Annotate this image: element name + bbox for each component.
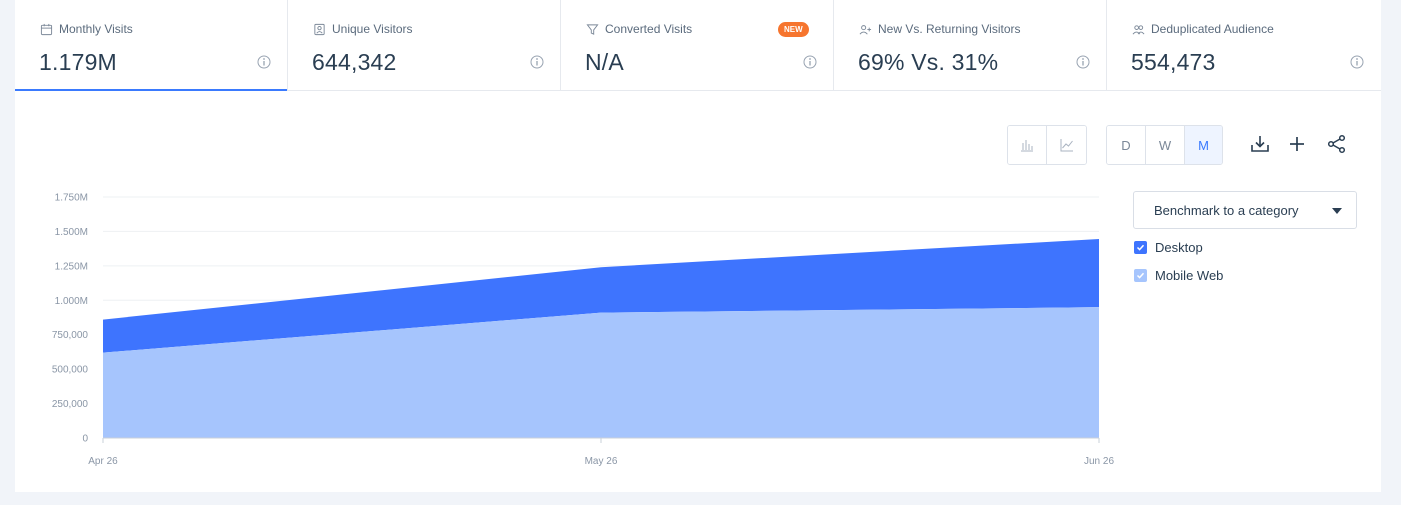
weekly-button[interactable]: W	[1146, 126, 1185, 164]
y-tick-label: 500,000	[52, 365, 89, 376]
metric-value: 554,473	[1131, 49, 1216, 75]
metric-title: Converted Visits	[586, 22, 692, 36]
y-tick-label: 1.750M	[55, 193, 88, 204]
checkbox-checked-icon	[1134, 269, 1147, 282]
info-icon[interactable]	[1350, 55, 1364, 69]
daily-button[interactable]: D	[1107, 126, 1146, 164]
metric-title-label: Unique Visitors	[332, 22, 413, 36]
traffic-widget: Monthly Visits 1.179M Unique Visitors 64…	[15, 0, 1381, 492]
granularity-toggle: D W M	[1106, 125, 1223, 165]
metric-monthly-visits[interactable]: Monthly Visits 1.179M	[15, 0, 288, 91]
series-area-desktop	[103, 239, 1099, 353]
benchmark-label: Benchmark to a category	[1154, 203, 1299, 218]
metric-title-label: Monthly Visits	[59, 22, 133, 36]
x-tick-label: May 26	[585, 456, 618, 467]
line-chart-icon	[1060, 139, 1073, 152]
info-icon[interactable]	[257, 55, 271, 69]
x-tick-label: Apr 26	[88, 456, 118, 467]
download-icon[interactable]	[1249, 133, 1271, 155]
y-tick-label: 1.000M	[55, 296, 88, 307]
metric-title: Deduplicated Audience	[1132, 22, 1274, 36]
legend-item-desktop[interactable]: Desktop	[1134, 240, 1203, 255]
info-icon[interactable]	[803, 55, 817, 69]
bar-chart-button[interactable]	[1008, 126, 1047, 164]
legend-item-mobile-web[interactable]: Mobile Web	[1134, 268, 1223, 283]
metric-title-label: Converted Visits	[605, 22, 693, 36]
metric-value: N/A	[585, 49, 624, 75]
users-icon	[1132, 24, 1145, 34]
line-chart-button[interactable]	[1047, 126, 1086, 164]
metric-title: New Vs. Returning Visitors	[859, 22, 1021, 36]
benchmark-dropdown[interactable]: Benchmark to a category	[1133, 191, 1357, 229]
y-tick-label: 750,000	[52, 330, 89, 341]
info-icon[interactable]	[530, 55, 544, 69]
legend-label: Desktop	[1155, 240, 1203, 255]
metric-title-label: New Vs. Returning Visitors	[878, 22, 1021, 36]
caret-down-icon	[1332, 208, 1342, 214]
new-badge: NEW	[778, 22, 809, 37]
metric-value: 69% Vs. 31%	[858, 49, 999, 75]
share-icon[interactable]	[1326, 133, 1348, 155]
metrics-bar: Monthly Visits 1.179M Unique Visitors 64…	[15, 0, 1381, 91]
y-tick-label: 1.500M	[55, 227, 88, 238]
user-plus-icon	[859, 24, 872, 34]
area-chart: 0 250,000 500,000 750,000 1.000M 1.250M 1.500M…	[52, 193, 1115, 468]
id-card-icon	[314, 23, 325, 35]
metric-title: Monthly Visits	[40, 22, 133, 36]
chart-type-toggle	[1007, 125, 1087, 165]
monthly-button[interactable]: M	[1185, 126, 1222, 164]
y-tick-label: 0	[82, 434, 88, 445]
y-tick-label: 250,000	[52, 399, 89, 410]
metric-title-label: Deduplicated Audience	[1151, 22, 1274, 36]
metric-unique-visitors[interactable]: Unique Visitors 644,342	[288, 0, 561, 90]
legend-label: Mobile Web	[1155, 268, 1224, 283]
metric-deduplicated-audience[interactable]: Deduplicated Audience 554,473	[1107, 0, 1380, 90]
x-tick-label: Jun 26	[1084, 456, 1114, 467]
metric-title: Unique Visitors	[313, 22, 412, 36]
metric-value: 1.179M	[39, 49, 117, 75]
calendar-icon	[40, 23, 53, 35]
bar-chart-icon	[1021, 140, 1033, 152]
metric-converted-visits[interactable]: Converted Visits NEW N/A	[561, 0, 834, 90]
funnel-icon	[586, 23, 599, 35]
series-area-mobile-web	[103, 307, 1099, 438]
info-icon[interactable]	[1076, 55, 1090, 69]
add-icon[interactable]	[1286, 133, 1308, 155]
metric-new-vs-returning[interactable]: New Vs. Returning Visitors 69% Vs. 31%	[834, 0, 1107, 90]
checkbox-checked-icon	[1134, 241, 1147, 254]
y-tick-label: 1.250M	[55, 261, 88, 272]
metric-value: 644,342	[312, 49, 397, 75]
